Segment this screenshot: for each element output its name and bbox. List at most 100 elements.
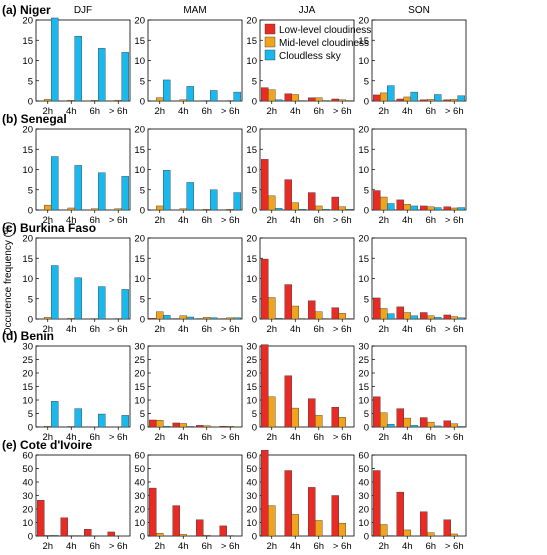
- bar-low: [420, 512, 427, 536]
- bar-clear: [187, 317, 194, 319]
- x-tick-label: 6h: [89, 106, 100, 117]
- y-tick-label: 5: [28, 294, 33, 305]
- bar-clear: [387, 314, 394, 319]
- x-tick-label: 4h: [66, 106, 77, 117]
- y-tick-label: 15: [358, 254, 369, 265]
- x-tick-label: > 6h: [221, 215, 240, 226]
- bar-clear: [411, 206, 418, 210]
- bar-clear: [275, 318, 282, 319]
- bar-clear: [210, 318, 217, 319]
- x-tick-label: 6h: [201, 432, 212, 443]
- x-tick-label: 2h: [378, 106, 389, 117]
- x-tick-label: > 6h: [445, 215, 464, 226]
- bar-clear: [275, 100, 282, 101]
- y-tick-label: 0: [140, 206, 145, 217]
- bar-clear: [75, 36, 82, 101]
- bar-mid: [404, 418, 411, 427]
- x-tick-label: 4h: [290, 106, 301, 117]
- bar-low: [261, 259, 268, 319]
- bar-clear: [458, 426, 465, 427]
- x-tick-label: 4h: [178, 106, 189, 117]
- x-tick-label: 2h: [42, 541, 53, 550]
- y-tick-label: 5: [28, 409, 33, 420]
- y-tick-label: 30: [246, 491, 257, 502]
- panel-frame: [36, 346, 130, 427]
- y-tick-label: 10: [358, 56, 369, 67]
- bar-clear: [75, 278, 82, 319]
- bar-mid: [180, 100, 187, 101]
- bar-low: [444, 315, 451, 319]
- x-tick-label: 6h: [425, 215, 436, 226]
- y-tick-label: 25: [22, 355, 33, 366]
- y-tick-label: 60: [358, 451, 369, 462]
- y-tick-label: 10: [358, 396, 369, 407]
- x-tick-label: 6h: [313, 432, 324, 443]
- legend-swatch: [265, 37, 275, 47]
- bar-low: [397, 492, 404, 536]
- y-tick-label: 15: [246, 145, 257, 156]
- bar-low: [196, 425, 203, 427]
- panel-frame: [148, 129, 242, 210]
- bar-clear: [387, 424, 394, 427]
- y-tick-label: 10: [246, 165, 257, 176]
- bar-clear: [187, 86, 194, 101]
- bar-mid: [227, 426, 234, 427]
- y-tick-label: 0: [28, 423, 33, 434]
- y-tick-label: 15: [134, 36, 145, 47]
- y-tick-label: 25: [246, 355, 257, 366]
- panel-frame: [36, 455, 130, 536]
- x-tick-label: 2h: [154, 106, 165, 117]
- y-tick-label: 5: [364, 185, 369, 196]
- bar-clear: [163, 80, 170, 101]
- y-tick-label: 20: [134, 16, 145, 27]
- bar-low: [220, 426, 227, 427]
- bar-clear: [458, 96, 465, 101]
- x-tick-label: 2h: [266, 324, 277, 335]
- y-tick-label: 5: [252, 185, 257, 196]
- x-tick-label: 4h: [66, 324, 77, 335]
- x-tick-label: 6h: [201, 541, 212, 550]
- y-tick-label: 60: [246, 451, 257, 462]
- bar-clear: [51, 535, 58, 536]
- bar-mid: [68, 100, 75, 101]
- x-tick-label: 4h: [290, 215, 301, 226]
- x-tick-label: 6h: [425, 541, 436, 550]
- bar-clear: [187, 182, 194, 210]
- y-tick-label: 30: [134, 342, 145, 353]
- bar-low: [285, 471, 292, 536]
- bar-mid: [91, 100, 98, 101]
- y-tick-label: 10: [22, 165, 33, 176]
- legend-swatch: [265, 24, 275, 34]
- y-axis-label: Occurence frequency (%): [3, 222, 14, 335]
- bar-mid: [339, 100, 346, 101]
- y-tick-label: 10: [358, 274, 369, 285]
- y-tick-label: 20: [246, 369, 257, 380]
- bar-low: [285, 376, 292, 427]
- y-tick-label: 15: [134, 145, 145, 156]
- panel-frame: [36, 129, 130, 210]
- y-tick-label: 15: [246, 36, 257, 47]
- y-tick-label: 5: [28, 76, 33, 87]
- bar-clear: [122, 415, 129, 427]
- x-tick-label: > 6h: [333, 324, 352, 335]
- bar-mid: [292, 408, 299, 427]
- bar-clear: [387, 86, 394, 101]
- bar-low: [332, 407, 339, 427]
- bar-clear: [434, 317, 441, 319]
- bar-low: [173, 506, 180, 536]
- bar-mid: [68, 208, 75, 210]
- bar-clear: [411, 316, 418, 319]
- bar-mid: [451, 99, 458, 101]
- bar-low: [420, 206, 427, 210]
- bar-mid: [404, 97, 411, 101]
- y-tick-label: 0: [252, 315, 257, 326]
- bar-clear: [98, 48, 105, 101]
- x-tick-label: 4h: [402, 432, 413, 443]
- bar-mid: [292, 514, 299, 536]
- bar-mid: [427, 422, 434, 427]
